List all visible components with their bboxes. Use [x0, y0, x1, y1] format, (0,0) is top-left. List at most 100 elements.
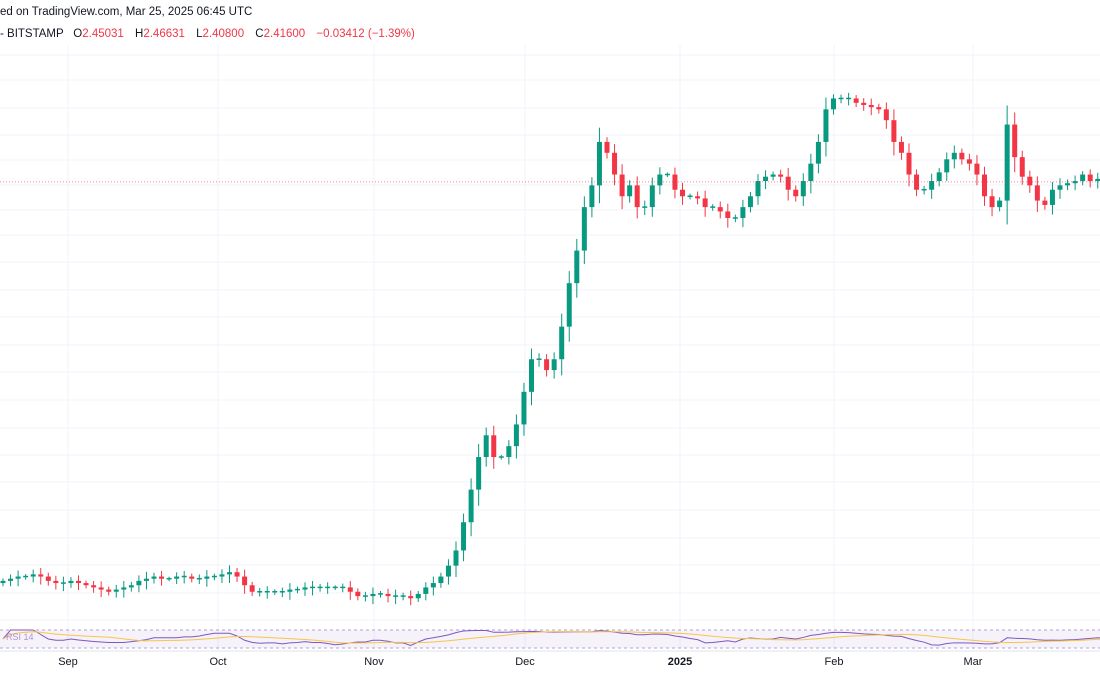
candle-body [944, 159, 950, 173]
candle-body [808, 163, 814, 182]
candle-body [310, 586, 316, 589]
candle-body [1072, 181, 1078, 184]
candle-body [91, 585, 97, 588]
candle-body [159, 576, 165, 579]
candle-body [362, 595, 368, 597]
candle-body [174, 576, 180, 579]
candle-body [906, 152, 912, 175]
candle-body [45, 576, 51, 581]
candle-body [264, 591, 270, 593]
candle-body [831, 98, 836, 110]
candle-body [287, 589, 293, 592]
published-caption: ed on TradingView.com, Mar 25, 2025 06:4… [0, 6, 253, 18]
candle-body [143, 578, 149, 581]
candle-body [785, 176, 791, 190]
candle-body [249, 585, 255, 592]
candle-body [438, 576, 444, 584]
candle-body [619, 174, 625, 197]
symbol-exchange: - BITSTAMP [0, 28, 64, 40]
candle-body [166, 577, 172, 580]
candle-body [883, 109, 889, 121]
candle-body [1080, 174, 1086, 182]
rsi-ma-line [2, 631, 1100, 644]
candle-body [483, 435, 489, 458]
candle-body [989, 196, 995, 208]
candle-body [740, 207, 746, 218]
ohlc-legend: - BITSTAMP O2.45031 H2.46631 L2.40800 C2… [0, 28, 423, 40]
candle-body [506, 446, 512, 458]
candle-body [23, 575, 29, 578]
candle-body [800, 181, 806, 197]
candle-body [695, 196, 701, 199]
candle-body [596, 141, 602, 186]
candle-body [8, 578, 14, 581]
candle-body [959, 152, 965, 160]
chart-header: ed on TradingView.com, Mar 25, 2025 06:4… [0, 0, 1100, 48]
candle-body [393, 595, 399, 597]
candle-body [642, 206, 648, 208]
candle-body [498, 456, 504, 458]
x-tick-label: Sep [58, 656, 78, 668]
candle-body [868, 104, 874, 108]
candle-body [657, 174, 663, 186]
candle-body [68, 580, 74, 584]
candle-body [219, 574, 225, 577]
x-tick-label: Nov [364, 656, 384, 668]
candle-body [649, 185, 655, 208]
candle-body [793, 189, 799, 197]
candle-body [211, 575, 217, 578]
candle-body [113, 589, 119, 592]
open-label: O [73, 28, 83, 40]
candle-body [778, 174, 784, 177]
candle-body [60, 582, 66, 584]
candle-body [491, 435, 497, 458]
candle-body [566, 283, 572, 327]
candle-body [83, 583, 89, 586]
candle-body [415, 593, 421, 599]
high-value: 2.46631 [143, 28, 185, 40]
candle-body [725, 211, 731, 218]
candle-body [929, 181, 935, 190]
candle-body [378, 593, 383, 595]
candle-body [128, 585, 134, 588]
candle-body [423, 587, 429, 594]
candle-body [98, 587, 104, 590]
candle-body [38, 574, 44, 577]
candle-body [755, 181, 761, 197]
candle-body [204, 576, 210, 579]
candle-body [325, 586, 331, 589]
candle-body [242, 576, 248, 586]
candle-body [604, 141, 610, 153]
candle-body [347, 587, 353, 592]
candle-body [770, 174, 776, 177]
candle-body [702, 198, 708, 208]
candle-body [612, 152, 618, 175]
candle-body [257, 591, 263, 593]
rsi-line [2, 629, 1100, 646]
candle-body [234, 572, 240, 577]
candle-body [861, 102, 867, 105]
x-tick-label: Mar [963, 656, 983, 668]
candle-body [529, 359, 534, 392]
candle-body [302, 587, 308, 590]
candle-body [966, 159, 972, 164]
candle-body [189, 576, 195, 579]
close-value: 2.41600 [263, 28, 306, 40]
candle-body [1019, 157, 1025, 177]
candle-body [823, 109, 829, 142]
candle-body [763, 176, 769, 182]
candle-body [680, 189, 685, 197]
candle-body [687, 195, 693, 197]
x-tick-label: Dec [515, 656, 535, 668]
candle-body [181, 575, 187, 578]
candle-body [279, 591, 285, 593]
candle-body [1065, 183, 1071, 186]
candle-body [355, 591, 361, 597]
candle-body [400, 595, 406, 597]
candle-body [891, 120, 897, 142]
close-label: C [255, 28, 264, 40]
candle-body [461, 522, 467, 551]
candle-body [936, 172, 942, 182]
low-label: L [196, 28, 203, 40]
